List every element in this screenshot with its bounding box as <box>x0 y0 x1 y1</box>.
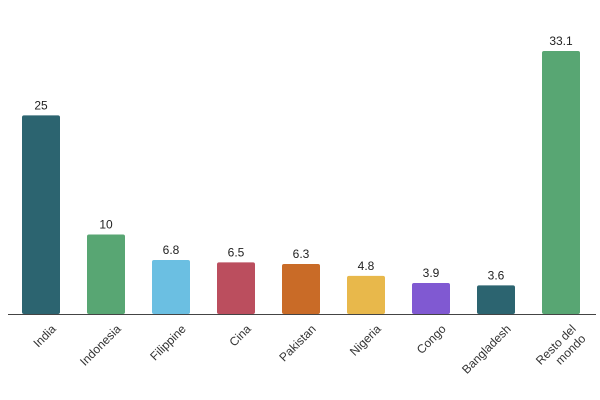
value-label-0: 25 <box>34 98 48 112</box>
bar-1 <box>87 234 125 314</box>
bar-4 <box>282 263 320 314</box>
x-tick-label-0: India <box>30 322 59 351</box>
x-tick-label-3: Cina <box>226 322 254 350</box>
bar-5 <box>347 275 385 314</box>
x-tick-label-line: India <box>30 322 59 351</box>
value-label-1: 10 <box>99 218 113 232</box>
x-tick-label-line: Bangladesh <box>459 322 514 377</box>
value-label-2: 6.8 <box>163 243 180 257</box>
x-tick-label-6: Congo <box>414 322 449 357</box>
x-tick-label-7: Bangladesh <box>459 322 514 377</box>
value-label-6: 3.9 <box>423 266 440 280</box>
x-tick-label-line: Pakistan <box>276 322 318 364</box>
bar-0 <box>22 115 60 314</box>
x-tick-label-line: Indonesia <box>77 322 124 369</box>
x-tick-labels-group: India Indonesia Filippine Cina Pakistan Niger… <box>30 322 589 378</box>
x-tick-label-4: Pakistan <box>276 322 318 364</box>
x-tick-label-line: Congo <box>414 322 449 357</box>
value-label-4: 6.3 <box>293 247 310 261</box>
bar-2 <box>152 259 190 314</box>
value-label-3: 6.5 <box>228 245 245 259</box>
value-labels-group: 25 10 6.8 6.5 6.3 4.8 3.9 3.6 33.1 <box>34 34 573 282</box>
bar-8 <box>542 51 580 314</box>
bar-7 <box>477 285 515 314</box>
x-tick-label-5: Nigeria <box>347 322 384 359</box>
x-tick-label-2: Filippine <box>147 322 189 364</box>
x-tick-label-line: Cina <box>226 322 254 350</box>
bar-6 <box>412 283 450 314</box>
x-tick-label-line: Filippine <box>147 322 189 364</box>
value-label-5: 4.8 <box>358 259 375 273</box>
bar-3 <box>217 262 255 314</box>
x-tick-label-1: Indonesia <box>77 322 124 369</box>
x-tick-label-8: Resto delmondo <box>533 322 589 378</box>
value-label-8: 33.1 <box>549 34 573 48</box>
bars-group <box>22 51 580 314</box>
value-label-7: 3.6 <box>488 268 505 282</box>
x-tick-label-line: Nigeria <box>347 322 384 359</box>
